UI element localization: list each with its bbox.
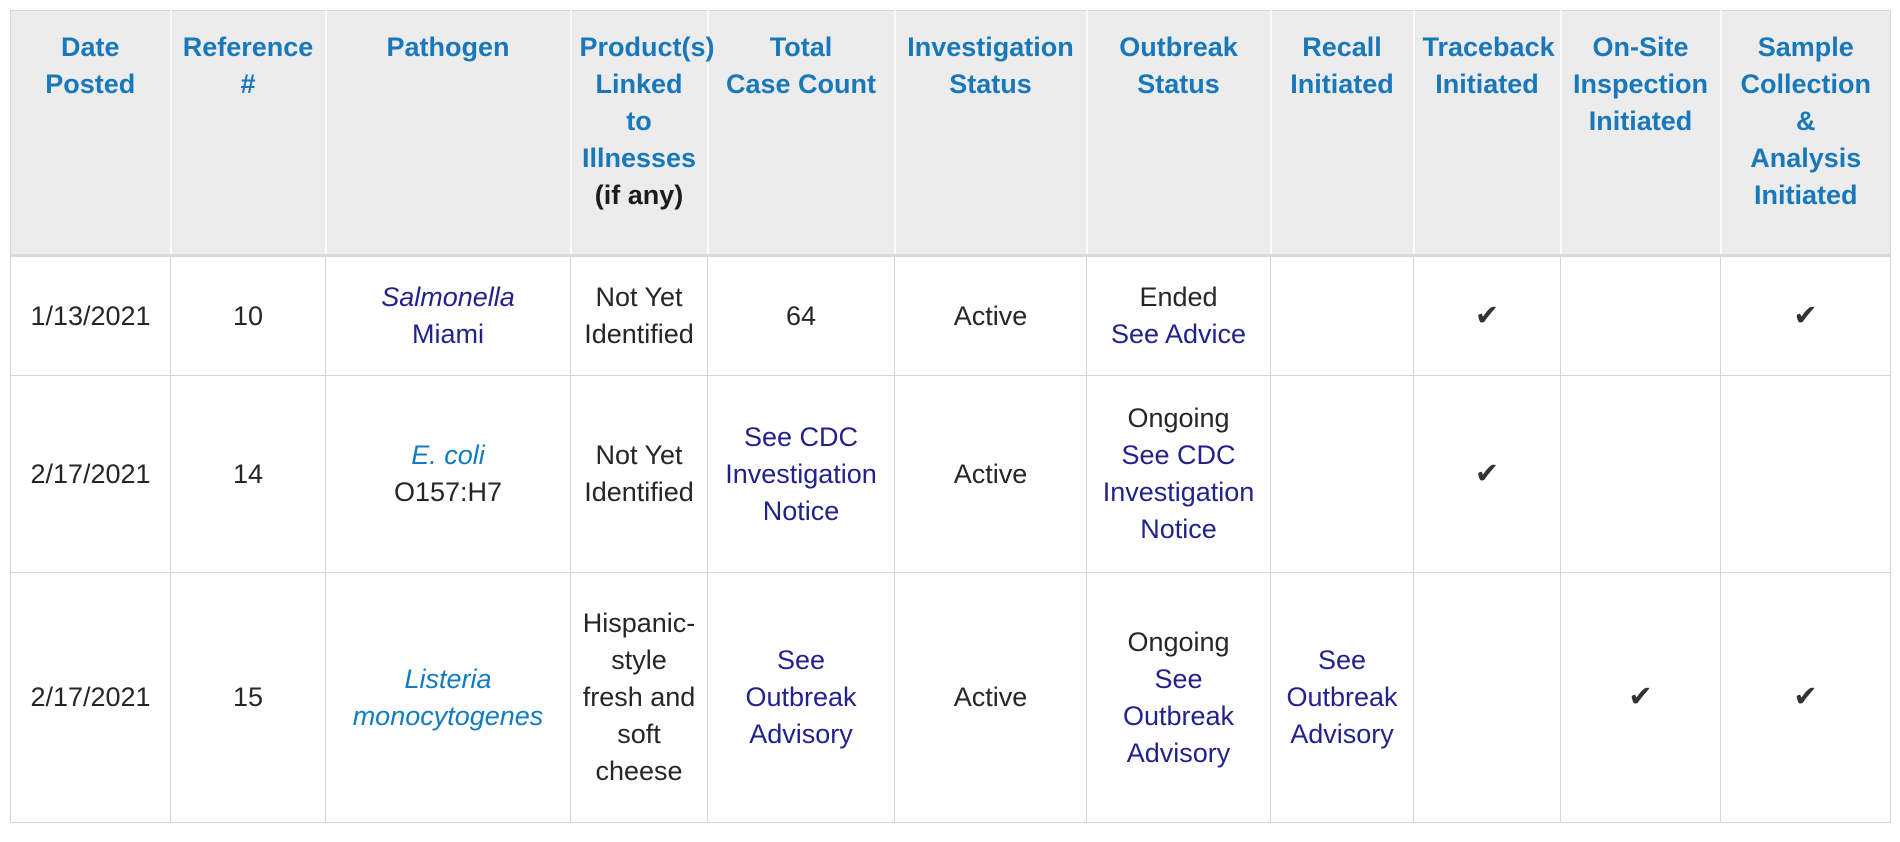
cell-date-posted: 2/17/2021 [10,375,171,573]
col-header-label: Reference # [182,32,314,99]
table-header-row: Date Posted Reference # Pathogen Product… [10,10,1891,257]
col-header-date-posted: Date Posted [10,10,172,257]
cell-investigation-status: Active [894,255,1087,376]
col-header-label: Date Posted [45,32,136,99]
col-header-label: Product(s) Linked to Illnesses [579,32,715,173]
recall-initiated-link[interactable]: See Outbreak Advisory [1286,645,1398,749]
col-header-traceback-initiated: Traceback Initiated [1413,10,1562,257]
cell-sample-collection-initiated: ✔ [1720,255,1891,376]
cell-reference: 10 [170,255,326,376]
cell-recall-initiated: See Outbreak Advisory [1270,572,1414,823]
cell-product: Hispanic- style fresh and soft cheese [570,572,708,823]
cell-investigation-status: Active [894,375,1087,573]
cell-onsite-inspection-initiated [1560,375,1721,573]
cell-outbreak-status: Ended See Advice [1086,255,1271,376]
pathogen-name-genus: Listeria [404,663,492,694]
outbreak-status-link[interactable]: See CDC Investigation Notice [1102,440,1255,544]
cell-traceback-initiated: ✔ [1413,375,1561,573]
col-header-label: Sample Collection & Analysis Initiated [1740,32,1871,210]
col-header-label: Total Case Count [725,32,877,99]
cell-reference: 15 [170,572,326,823]
cell-product: Not Yet Identified [570,255,708,376]
col-header-total-case-count: Total Case Count [707,10,896,257]
cell-investigation-status: Active [894,572,1087,823]
cell-outbreak-status: Ongoing See CDC Investigation Notice [1086,375,1271,573]
cell-date-posted: 1/13/2021 [10,255,171,376]
col-header-outbreak-status: Outbreak Status [1086,10,1272,257]
cell-sample-collection-initiated [1720,375,1891,573]
pathogen-name-italic: Salmonella [381,282,515,312]
cell-product: Not Yet Identified [570,375,708,573]
cell-traceback-initiated [1413,572,1561,823]
cell-onsite-inspection-initiated [1560,255,1721,376]
pathogen-link[interactable]: Listeria monocytogenes [334,661,562,735]
col-header-sample-collection-initiated: Sample Collection & Analysis Initiated [1720,10,1891,257]
col-header-label: Recall Initiated [1290,32,1394,99]
checkmark-icon: ✔ [1793,681,1818,713]
table-row: 2/17/2021 14 E. coli O157:H7 Not Yet Ide… [10,375,1891,573]
outbreak-status-link[interactable]: See Outbreak Advisory [1122,663,1235,768]
pathogen-name-species: monocytogenes [352,700,544,731]
cell-traceback-initiated: ✔ [1413,255,1561,376]
col-header-label: On-Site Inspection Initiated [1572,32,1708,136]
cell-recall-initiated [1270,375,1414,573]
col-header-products-linked: Product(s) Linked to Illnesses (if any) [570,10,715,257]
col-header-pathogen: Pathogen [325,10,572,257]
cell-onsite-inspection-initiated: ✔ [1560,572,1721,823]
cell-pathogen: Salmonella Miami [325,255,571,376]
outbreak-status-link[interactable]: See Advice [1110,319,1247,349]
col-header-note: (if any) [594,180,684,210]
col-header-onsite-inspection-initiated: On-Site Inspection Initiated [1560,10,1722,257]
cell-date-posted: 2/17/2021 [10,572,171,823]
col-header-label: Investigation Status [907,32,1074,99]
checkmark-icon: ✔ [1474,299,1500,332]
table-row: 1/13/2021 10 Salmonella Miami Not Yet Ide… [10,255,1891,376]
total-case-count-link[interactable]: See Outbreak Advisory [745,645,857,749]
col-header-label: Outbreak Status [1119,32,1238,99]
cell-outbreak-status: Ongoing See Outbreak Advisory [1086,572,1271,823]
cell-pathogen: Listeria monocytogenes [325,572,571,823]
pathogen-link[interactable]: E. coli [411,440,485,470]
table-row: 2/17/2021 15 Listeria monocytogenes Hispa… [10,572,1891,823]
cell-pathogen: E. coli O157:H7 [325,375,571,573]
col-header-recall-initiated: Recall Initiated [1270,10,1415,257]
cell-sample-collection-initiated: ✔ [1720,572,1891,823]
cell-total-case-count: 64 [707,255,895,376]
checkmark-icon: ✔ [1793,299,1818,332]
pathogen-link[interactable]: Salmonella Miami [334,279,562,353]
checkmark-icon: ✔ [1474,457,1500,490]
outbreak-status-text: Ended [1139,282,1218,312]
outbreak-status-text: Ongoing [1127,626,1230,657]
col-header-reference: Reference # [170,10,327,257]
total-case-count-link[interactable]: See CDC Investigation Notice [725,421,877,526]
pathogen-name-strain: O157:H7 [393,477,503,507]
cell-total-case-count: See Outbreak Advisory [707,572,895,823]
pathogen-name-strain: Miami [412,319,484,349]
col-header-label: Traceback Initiated [1422,32,1555,99]
cell-reference: 14 [170,375,326,573]
col-header-investigation-status: Investigation Status [894,10,1088,257]
outbreak-status-text: Ongoing [1127,403,1230,433]
cell-recall-initiated [1270,255,1414,376]
col-header-label: Pathogen [386,32,510,62]
outbreak-investigations-table: Date Posted Reference # Pathogen Product… [10,10,1891,823]
checkmark-icon: ✔ [1628,681,1653,713]
cell-total-case-count: See CDC Investigation Notice [707,375,895,573]
